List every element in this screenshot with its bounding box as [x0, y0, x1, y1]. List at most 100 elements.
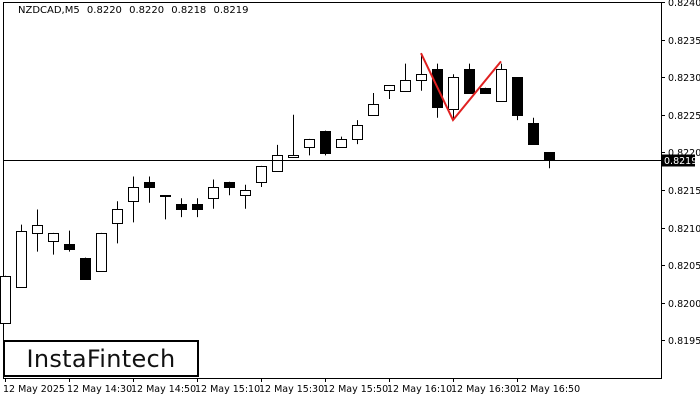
candle-body — [0, 276, 11, 324]
candle — [416, 53, 427, 91]
candle-body — [16, 231, 27, 288]
candle-body — [48, 233, 59, 242]
y-tick-label: 0.8205 — [668, 261, 700, 272]
candle-body — [176, 204, 187, 210]
y-tick-label: 0.8215 — [668, 186, 700, 197]
candle-body — [528, 123, 539, 145]
candle — [480, 87, 491, 94]
candle-body — [192, 204, 203, 210]
y-tick-label: 0.8240 — [668, 0, 700, 9]
open-value: 0.8220 — [86, 5, 122, 16]
candle-body — [400, 80, 411, 92]
candle — [192, 198, 203, 218]
candle-body — [384, 85, 395, 91]
candle — [400, 63, 411, 92]
candle-body — [32, 225, 43, 234]
candle — [176, 198, 187, 218]
candle — [32, 209, 43, 252]
axes: 0.81950.82000.82050.82100.82150.82200.82… — [3, 0, 700, 395]
low-value: 0.8218 — [171, 5, 207, 16]
candle — [352, 120, 363, 145]
candle — [368, 92, 379, 116]
candle — [144, 176, 155, 203]
candle — [96, 232, 107, 272]
candle — [512, 77, 523, 121]
candle — [464, 63, 475, 94]
candle-body — [224, 182, 235, 188]
y-tick-label: 0.8235 — [668, 36, 700, 47]
candle-body — [464, 69, 475, 94]
chart-header: NZDCAD,M5 0.8220 0.8220 0.8218 0.8219 — [18, 5, 252, 16]
candle-body — [416, 74, 427, 81]
candle — [224, 181, 235, 196]
x-tick-label: 12 May 2025 — [3, 384, 65, 395]
y-tick-label: 0.8210 — [668, 224, 700, 235]
candle-body — [240, 190, 251, 196]
candle-body — [288, 155, 299, 158]
y-tick-label: 0.8225 — [668, 111, 700, 122]
candle-body — [336, 139, 347, 148]
candle — [128, 176, 139, 223]
candle-body — [128, 187, 139, 202]
candle — [384, 85, 395, 100]
candle-body — [544, 152, 555, 161]
y-tick-label: 0.8230 — [668, 73, 700, 84]
candle-body — [144, 182, 155, 188]
candle — [528, 117, 539, 145]
current-price-label: 0.8219 — [664, 156, 697, 167]
candle — [272, 144, 283, 172]
candle — [0, 275, 11, 324]
current-price-box — [661, 154, 695, 167]
candle — [64, 230, 75, 252]
close-value: 0.8219 — [213, 5, 249, 16]
current-price: 0.8219 — [3, 154, 697, 167]
high-value: 0.8220 — [129, 5, 165, 16]
candle-body — [448, 77, 459, 110]
y-tick-label: 0.8195 — [668, 336, 700, 347]
instafintech-logo: InstaFintech — [3, 340, 199, 377]
candle — [336, 136, 347, 148]
candle — [48, 232, 59, 255]
plot-frame — [3, 2, 662, 379]
x-tick-label: 12 May 15:10 — [195, 384, 260, 395]
candle — [448, 74, 459, 121]
candle — [320, 130, 331, 156]
candle-body — [480, 88, 491, 94]
candle-body — [368, 104, 379, 116]
candle-body — [256, 166, 267, 183]
candle-body — [496, 69, 507, 102]
x-tick-label: 12 May 16:10 — [387, 384, 452, 395]
x-tick-label: 12 May 16:30 — [451, 384, 516, 395]
candle-body — [512, 77, 523, 116]
candles — [0, 53, 555, 324]
candle-body — [352, 125, 363, 140]
candle-body — [96, 233, 107, 272]
double-top-line — [420, 52, 502, 122]
candle-body — [304, 139, 315, 148]
y-tick-label: 0.8200 — [668, 299, 700, 310]
x-tick-label: 12 May 16:50 — [515, 384, 580, 395]
candle — [160, 195, 171, 220]
x-tick-label: 12 May 14:50 — [131, 384, 196, 395]
candle-body — [160, 195, 171, 197]
candle — [496, 63, 507, 102]
x-tick-label: 12 May 14:30 — [67, 384, 132, 395]
candle-body — [112, 209, 123, 224]
candle — [288, 114, 299, 158]
x-tick-label: 12 May 15:30 — [259, 384, 324, 395]
candle — [208, 179, 219, 209]
double-top-pattern — [420, 52, 502, 122]
candle-body — [64, 244, 75, 250]
candle — [16, 224, 27, 288]
candle — [432, 63, 443, 118]
candle-body — [272, 155, 283, 172]
y-tick-label: 0.8220 — [668, 148, 700, 159]
candle-body — [80, 258, 91, 280]
candle-body — [320, 131, 331, 154]
candle — [256, 165, 267, 187]
candle — [240, 184, 251, 209]
candle — [80, 257, 91, 280]
candle-body — [208, 187, 219, 199]
x-tick-label: 12 May 15:50 — [323, 384, 388, 395]
